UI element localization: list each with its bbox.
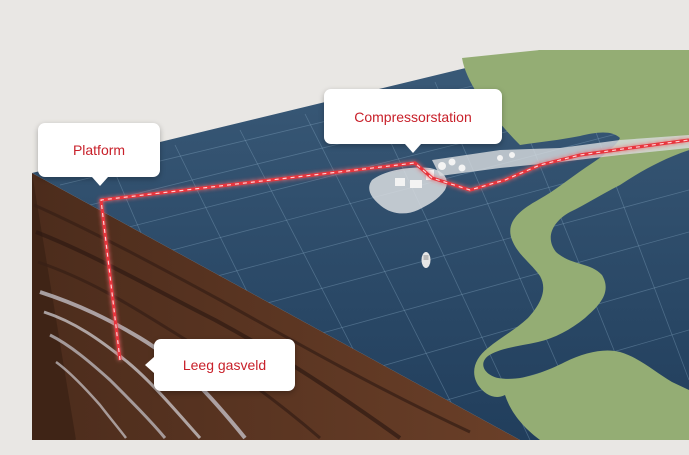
compressor-station-site [369, 135, 689, 214]
empty-gas-field-label: Leeg gasveld [145, 339, 295, 391]
compressor-station-label: Compressorstation [324, 89, 502, 153]
platform-label: Platform [38, 123, 160, 186]
ship-icon [421, 252, 431, 268]
pipeline-route [99, 138, 689, 361]
